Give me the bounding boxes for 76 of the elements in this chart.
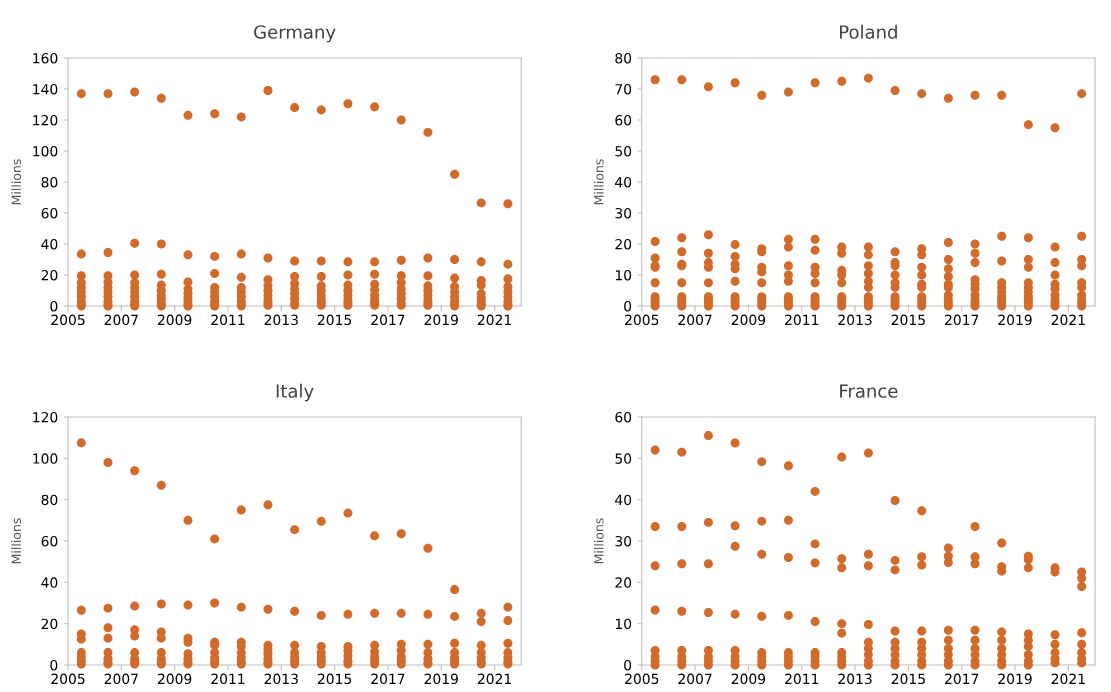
x-tick-label: 2011 [211, 673, 245, 685]
x-tick-label: 2019 [424, 673, 458, 685]
x-tick-label: 2005 [51, 314, 85, 326]
x-tick-label: 2017 [371, 314, 405, 326]
y-tick-label: 50 [615, 453, 632, 464]
x-tick-label: 2009 [157, 673, 192, 685]
y-tick-label: 100 [33, 453, 58, 464]
chart-title: Italy [276, 383, 314, 402]
x-tick-label: 2007 [104, 673, 138, 685]
y-tick-label: 30 [615, 207, 632, 219]
y-tick-label: 140 [33, 83, 58, 95]
x-tick-label: 2011 [785, 673, 819, 685]
x-tick-label: 2013 [264, 314, 298, 326]
y-tick-label: 0 [624, 300, 632, 312]
y-tick-label: 30 [615, 535, 632, 547]
y-tick-label: 10 [615, 269, 632, 281]
x-tick-label: 2007 [678, 673, 712, 685]
y-tick-label: 160 [33, 52, 58, 64]
chart-title: France [840, 384, 898, 398]
y-tick-label: 80 [41, 176, 58, 188]
y-axis-title: Millions [593, 159, 604, 205]
x-tick-label: 2005 [625, 673, 659, 685]
chart-title: Poland [840, 24, 897, 39]
y-tick-label: 120 [33, 114, 58, 126]
x-tick-label: 2013 [838, 314, 872, 326]
x-tick-label: 2017 [945, 314, 979, 326]
x-tick-label: 2021 [477, 673, 511, 685]
y-tick-label: 60 [615, 411, 632, 423]
x-tick-label: 2017 [945, 673, 979, 685]
x-tick-label: 2007 [678, 314, 712, 326]
x-tick-label: 2013 [838, 673, 872, 685]
y-axis-title: Millions [11, 159, 22, 205]
y-tick-label: 20 [615, 238, 632, 250]
x-tick-label: 2021 [1051, 673, 1085, 685]
y-axis-title: Millions [593, 518, 604, 564]
x-tick-label: 2019 [424, 314, 458, 326]
x-tick-label: 2019 [998, 673, 1032, 685]
x-tick-label: 2011 [211, 314, 245, 326]
x-tick-label: 2015 [891, 314, 925, 326]
y-tick-label: 40 [41, 577, 58, 588]
y-tick-label: 70 [615, 83, 632, 95]
y-tick-label: 50 [615, 145, 632, 157]
y-tick-label: 60 [41, 207, 58, 219]
x-tick-label: 2011 [785, 314, 819, 326]
y-tick-label: 10 [615, 618, 632, 630]
y-tick-label: 80 [41, 494, 58, 506]
y-tick-label: 0 [624, 659, 632, 671]
y-tick-label: 40 [615, 176, 632, 188]
x-tick-label: 2019 [998, 314, 1032, 326]
y-tick-label: 100 [33, 145, 58, 157]
y-axis-title: Millions [11, 518, 22, 564]
y-tick-label: 60 [615, 114, 632, 126]
x-tick-label: 2009 [731, 673, 766, 685]
x-tick-label: 2021 [1051, 314, 1085, 326]
y-tick-label: 80 [615, 52, 632, 64]
x-tick-label: 2007 [104, 314, 138, 326]
chart-title: Germany [254, 25, 336, 43]
y-tick-label: 20 [41, 618, 58, 630]
x-tick-label: 2021 [477, 314, 511, 326]
x-tick-label: 2015 [317, 314, 352, 326]
x-tick-label: 2009 [731, 314, 766, 326]
y-tick-label: 20 [41, 269, 58, 281]
x-tick-label: 2013 [264, 673, 298, 685]
x-tick-label: 2015 [891, 673, 925, 685]
x-tick-label: 2005 [51, 673, 85, 685]
y-tick-label: 0 [50, 659, 58, 671]
y-tick-label: 60 [41, 535, 58, 547]
x-tick-label: 2015 [317, 673, 352, 685]
x-tick-label: 2017 [371, 673, 405, 685]
y-tick-label: 0 [50, 300, 58, 312]
y-tick-label: 20 [615, 577, 632, 588]
x-tick-label: 2005 [625, 314, 659, 326]
y-tick-label: 120 [33, 411, 58, 423]
y-tick-label: 40 [615, 494, 632, 506]
y-tick-label: 40 [41, 238, 58, 250]
x-tick-label: 2009 [157, 314, 192, 326]
